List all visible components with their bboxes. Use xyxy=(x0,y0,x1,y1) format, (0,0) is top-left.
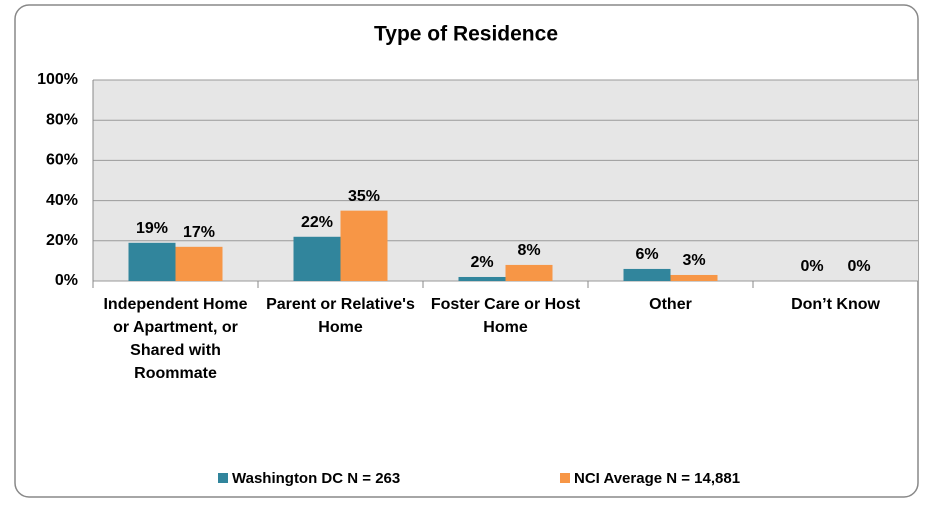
x-tick-label: Don’t Know xyxy=(791,296,880,313)
data-label: 2% xyxy=(470,254,493,271)
bar xyxy=(340,210,388,281)
data-label: 0% xyxy=(800,258,823,275)
data-label: 0% xyxy=(847,258,870,275)
data-label: 3% xyxy=(682,252,705,269)
data-label: 19% xyxy=(136,220,168,237)
y-tick-label: 60% xyxy=(46,152,78,169)
data-label: 35% xyxy=(348,188,380,205)
bar xyxy=(670,274,718,281)
y-tick-label: 0% xyxy=(55,272,78,289)
bar xyxy=(623,268,671,281)
legend-swatch xyxy=(218,473,228,483)
x-tick-label: Other xyxy=(649,296,692,313)
y-tick-label: 40% xyxy=(46,192,78,209)
y-tick-label: 20% xyxy=(46,232,78,249)
data-label: 22% xyxy=(301,214,333,231)
data-label: 6% xyxy=(635,246,658,263)
data-label: 8% xyxy=(517,242,540,259)
bar xyxy=(128,242,176,281)
plot-area xyxy=(93,80,918,281)
y-tick-label: 80% xyxy=(46,111,78,128)
data-label: 17% xyxy=(183,224,215,241)
x-tick-label: Foster Care or Host Home xyxy=(430,296,581,336)
bar xyxy=(505,264,553,281)
legend-label: NCI Average N = 14,881 xyxy=(574,470,740,487)
legend-label: Washington DC N = 263 xyxy=(232,470,400,487)
x-tick-label: Independent Home or Apartment, or Shared… xyxy=(103,296,248,382)
legend-swatch xyxy=(560,473,570,483)
y-tick-label: 100% xyxy=(37,71,78,88)
bar xyxy=(175,246,223,281)
bar xyxy=(293,236,341,281)
chart-title: Type of Residence xyxy=(374,23,558,46)
x-tick-label: Parent or Relative's Home xyxy=(266,296,415,336)
bar xyxy=(458,276,506,281)
